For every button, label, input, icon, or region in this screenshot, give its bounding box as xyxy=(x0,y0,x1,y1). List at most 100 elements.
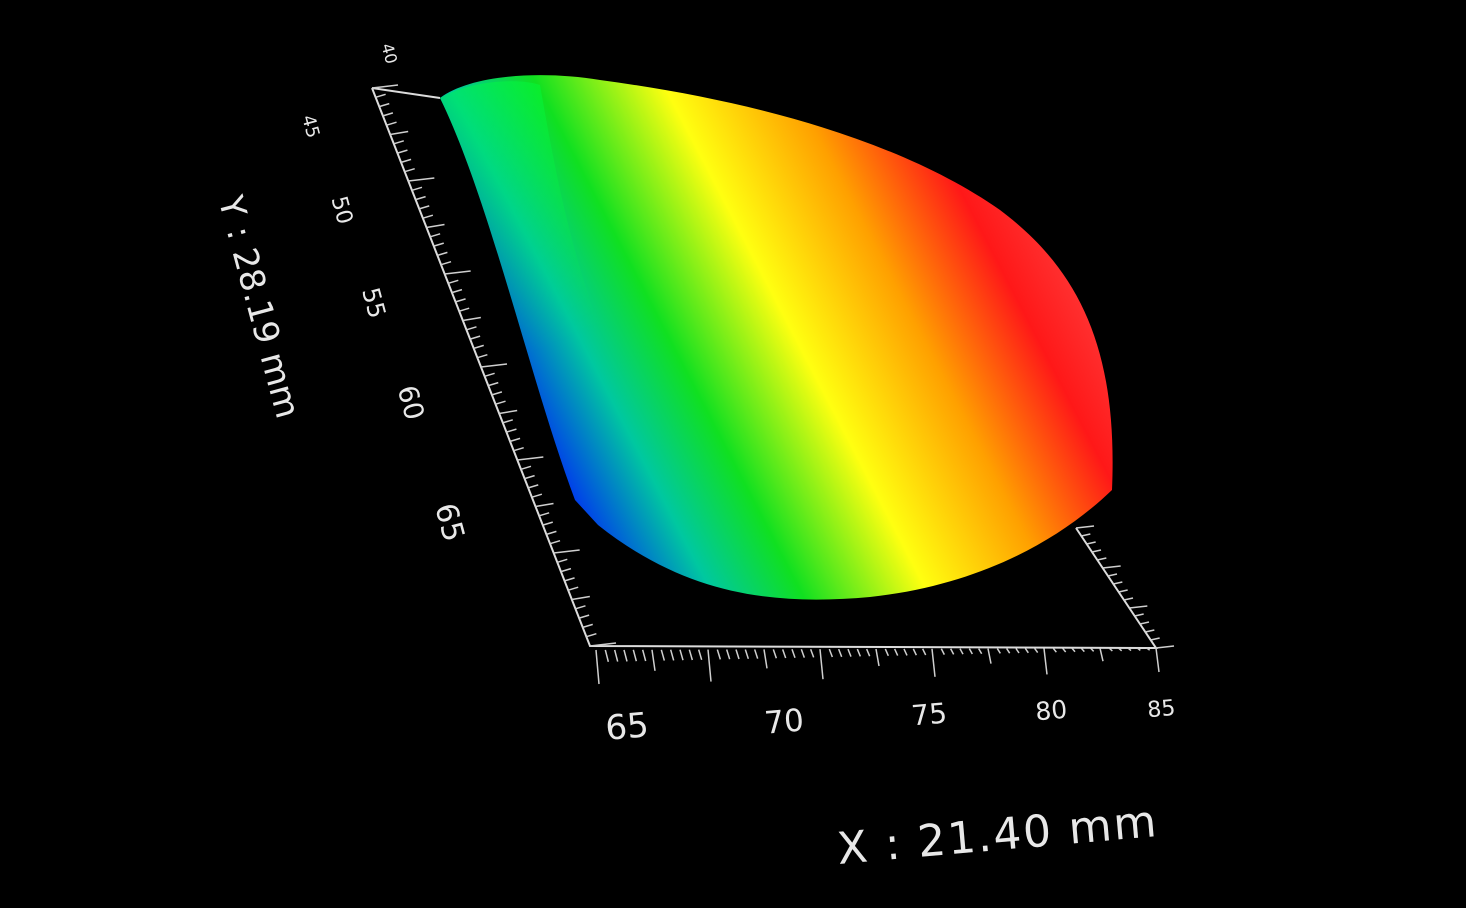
z-tick-mark xyxy=(1123,597,1134,601)
y-tick-mark xyxy=(513,446,524,452)
z-tick-mark xyxy=(1145,629,1155,633)
x-tick-mark xyxy=(763,649,768,669)
z-tick-mark xyxy=(1139,621,1150,625)
x-tick-mark xyxy=(828,648,834,658)
x-tick-mark xyxy=(1080,647,1085,653)
x-tick-labels: 65 70 75 80 85 xyxy=(604,695,1177,749)
y-tick-mark xyxy=(437,251,448,257)
x-tick-mark xyxy=(847,648,852,657)
y-tick-mark xyxy=(386,121,397,126)
x-tick-mark xyxy=(903,648,908,656)
x-tick-mark xyxy=(1034,647,1039,654)
y-tick-mark xyxy=(462,316,481,322)
y-tick-mark xyxy=(538,512,550,517)
y-tick-mark xyxy=(433,242,444,247)
x-tick-label: 80 xyxy=(1034,695,1068,727)
x-tick-mark xyxy=(772,649,778,659)
y-tick-mark xyxy=(528,484,539,489)
x-tick-mark xyxy=(651,649,656,671)
x-tick-mark xyxy=(1071,647,1076,653)
y-tick-mark xyxy=(408,177,435,182)
x-tick-mark xyxy=(865,648,871,657)
y-tick-mark xyxy=(429,233,441,238)
x-tick-mark xyxy=(641,649,647,662)
y-tick-mark xyxy=(589,642,617,647)
y-tick-labels: 40 45 50 55 60 65 xyxy=(297,41,471,545)
x-tick-mark xyxy=(921,648,927,656)
z-tick-mark xyxy=(1155,645,1175,649)
x-tick-mark xyxy=(735,649,740,660)
x-tick-mark xyxy=(744,649,750,660)
x-tick-mark xyxy=(931,648,936,677)
x-tick-mark xyxy=(1015,648,1020,654)
y-tick-mark xyxy=(578,614,590,619)
z-tick-mark xyxy=(1086,541,1096,545)
y-tick-mark xyxy=(495,400,506,405)
x-tick-mark xyxy=(950,648,955,655)
y-tick-mark xyxy=(415,195,426,201)
tick-marks xyxy=(371,84,1175,685)
z-tick-mark xyxy=(1134,613,1144,617)
x-tick-mark xyxy=(707,649,712,682)
x-tick-mark xyxy=(875,648,880,667)
y-tick-mark xyxy=(506,428,517,433)
y-tick-mark xyxy=(458,307,470,312)
x-tick-mark xyxy=(1090,647,1095,652)
x-tick-mark xyxy=(632,649,638,662)
x-tick-mark xyxy=(800,649,806,658)
x-tick-mark xyxy=(660,649,666,661)
z-tick-mark xyxy=(1097,557,1107,561)
x-tick-mark xyxy=(856,648,862,657)
y-tick-mark xyxy=(586,632,597,638)
x-tick-mark xyxy=(1024,648,1029,654)
y-tick-mark xyxy=(524,474,535,480)
x-tick-mark xyxy=(1118,647,1123,652)
x-tick-mark xyxy=(978,648,983,655)
x-tick-label: 75 xyxy=(910,697,948,733)
x-tick-mark xyxy=(623,649,628,662)
y-tick-mark xyxy=(557,558,568,564)
y-tick-mark xyxy=(575,605,586,610)
x-tick-mark xyxy=(697,649,703,661)
x-tick-mark xyxy=(1043,648,1048,675)
x-tick-mark xyxy=(604,649,610,662)
x-tick-mark xyxy=(1052,647,1057,653)
x-tick-mark xyxy=(716,649,722,660)
x-tick-mark xyxy=(1155,647,1160,673)
x-tick-mark xyxy=(679,649,684,661)
y-tick-mark xyxy=(520,465,532,471)
y-tick-mark xyxy=(440,260,452,266)
z-tick-mark xyxy=(1102,565,1121,569)
y-tick-mark xyxy=(371,84,399,89)
x-tick-mark xyxy=(753,649,759,659)
x-tick-mark xyxy=(837,648,843,658)
y-tick-mark xyxy=(549,539,561,545)
z-tick-mark xyxy=(1075,525,1095,529)
x-tick-mark xyxy=(669,649,675,661)
x-tick-mark xyxy=(595,649,600,685)
y-tick-mark xyxy=(571,595,590,601)
z-tick-mark xyxy=(1091,549,1102,553)
x-tick-mark xyxy=(968,648,973,655)
y-tick-mark xyxy=(375,93,386,99)
x-tick-mark xyxy=(1136,647,1141,651)
y-tick-label: 65 xyxy=(427,500,471,546)
y-tick-mark xyxy=(393,140,405,145)
x-tick-mark xyxy=(884,648,890,657)
y-tick-mark xyxy=(502,419,514,424)
y-tick-label: 55 xyxy=(356,285,391,322)
x-tick-mark xyxy=(893,648,899,656)
x-tick-mark xyxy=(819,649,824,680)
x-tick-mark xyxy=(1099,648,1104,662)
x-tick-mark xyxy=(987,648,992,664)
y-tick-label: 40 xyxy=(378,41,402,66)
y-tick-mark xyxy=(426,223,445,229)
x-tick-mark xyxy=(613,649,619,662)
y-tick-mark xyxy=(535,502,554,508)
y-tick-mark xyxy=(531,493,543,498)
y-tick-mark xyxy=(419,205,430,210)
y-tick-mark xyxy=(382,112,394,117)
z-tick-mark xyxy=(1118,589,1128,593)
y-tick-mark xyxy=(422,214,434,219)
